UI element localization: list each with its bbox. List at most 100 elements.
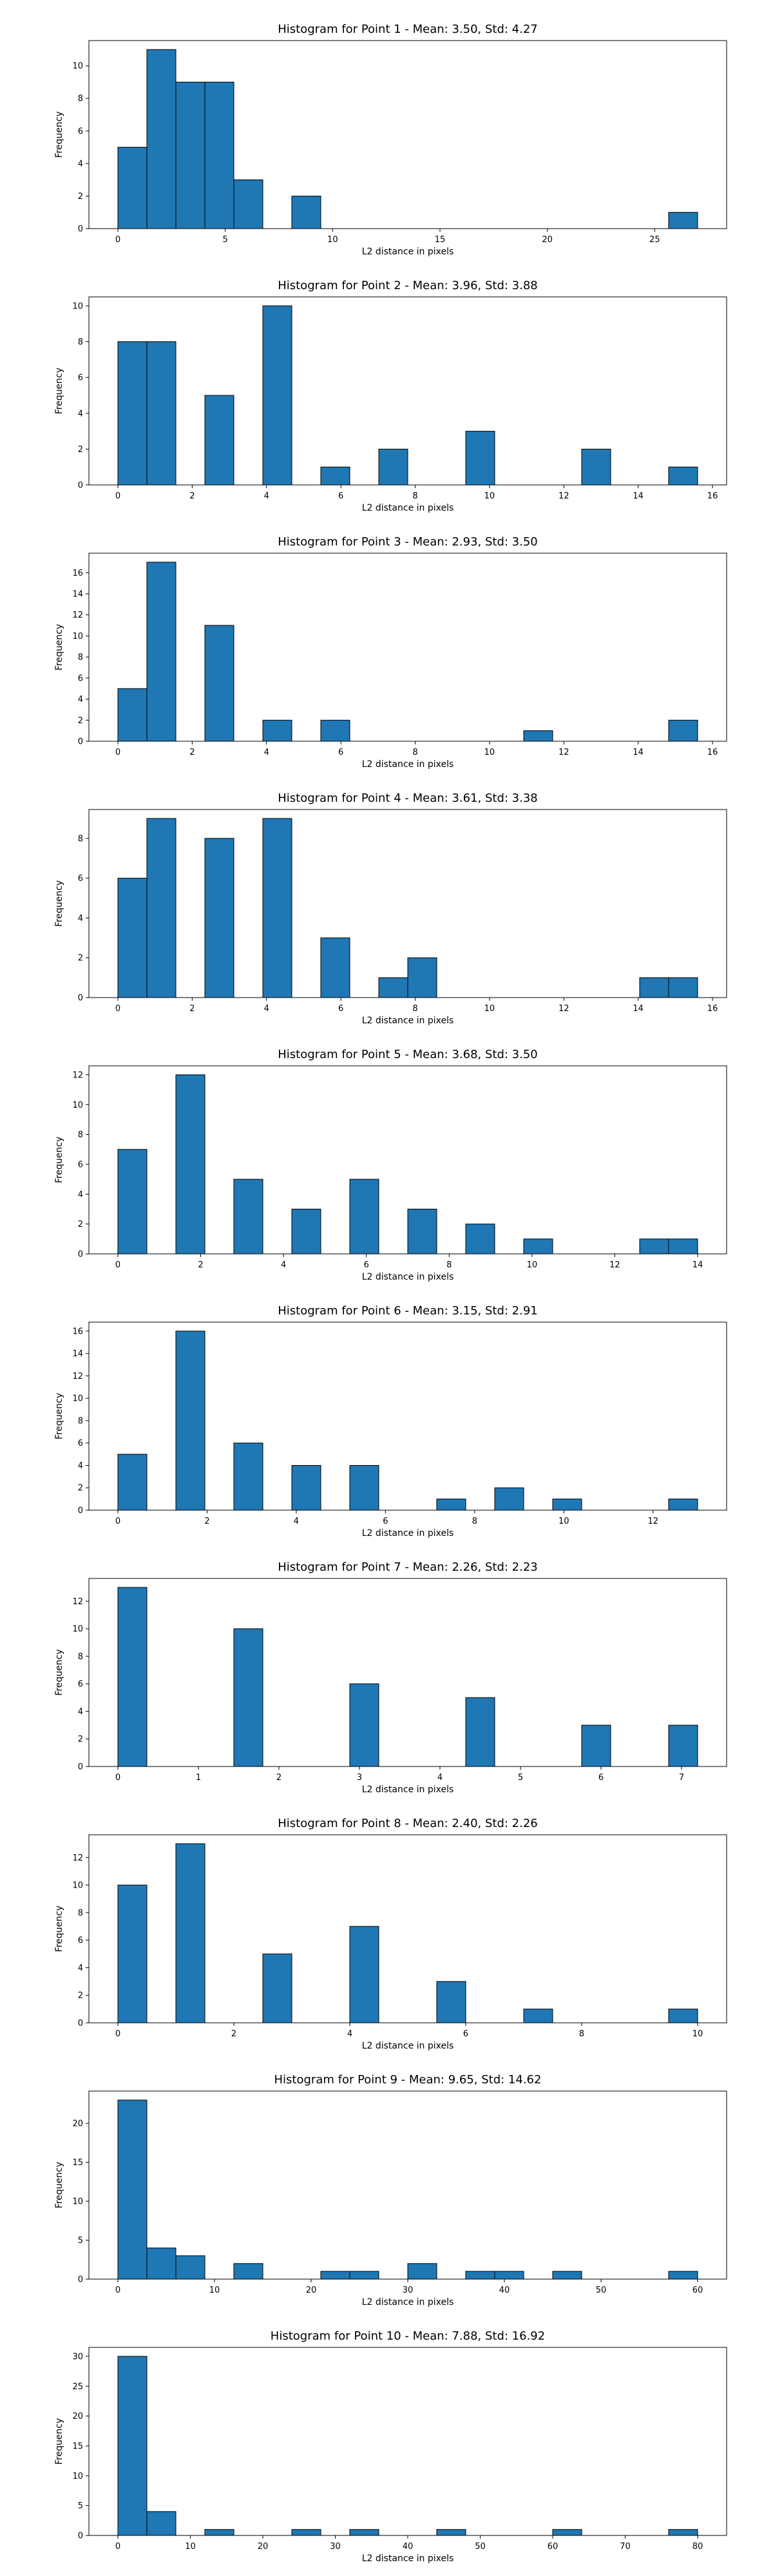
y-tick-label: 10 [72,1394,83,1404]
x-tick-label: 12 [558,491,569,501]
histogram-bar [204,2529,234,2536]
bars [117,1331,698,1511]
histogram-bar [117,1454,148,1511]
x-tick-label: 8 [579,2029,584,2039]
y-tick-label: 8 [78,1130,83,1140]
histogram-bar [436,1499,466,1511]
x-tick-label: 70 [620,2542,631,2552]
histogram-bar [117,878,148,998]
y-tick-label: 20 [72,2119,83,2129]
histogram-bar [668,1238,698,1255]
x-tick-label: 4 [264,748,269,757]
histogram-bar [436,2529,466,2536]
histogram-bar [146,562,177,742]
x-tick-label: 20 [306,2286,317,2295]
x-tick-label: 0 [115,748,120,757]
plot-frame [88,1065,727,1255]
x-tick-label: 2 [231,2029,236,2039]
histogram-bar [291,2529,321,2536]
x-tick-label: 10 [484,1004,495,1014]
histogram-bar [523,1238,553,1255]
y-tick-label: 12 [72,611,83,620]
bars [117,818,698,998]
histogram-bar [349,1683,379,1767]
x-tick-label: 4 [437,1773,443,1783]
chart-title: Histogram for Point 8 - Mean: 2.40, Std:… [278,1817,538,1830]
x-tick-label: 14 [633,748,644,757]
y-tick-label: 6 [78,874,83,884]
chart-title: Histogram for Point 9 - Mean: 9.65, Std:… [274,2073,542,2087]
histogram-bar [378,977,408,998]
x-tick-label: 12 [558,1004,569,1014]
x-tick-label: 80 [692,2542,703,2552]
y-tick-label: 0 [78,2532,83,2541]
x-tick-label: 4 [347,2029,352,2039]
y-tick-label: 0 [78,1763,83,1772]
chart-title: Histogram for Point 1 - Mean: 3.50, Std:… [278,23,538,36]
y-tick-label: 8 [78,337,83,347]
y-axis-label: Frequency [54,111,64,158]
x-tick-label: 0 [115,1004,120,1014]
histogram-bar [320,466,350,486]
histogram-bar [175,2255,205,2280]
y-tick-label: 6 [78,1439,83,1448]
x-tick-label: 14 [633,1004,644,1014]
y-tick-label: 5 [78,2236,83,2246]
y-tick-label: 2 [78,1484,83,1493]
y-tick-label: 8 [78,834,83,844]
histogram-bar [552,1499,582,1511]
y-axis-label: Frequency [54,1906,64,1952]
histogram-bar [262,1953,292,2023]
x-tick-label: 10 [209,2286,220,2295]
histogram-bar [320,937,350,998]
y-tick-label: 6 [78,1680,83,1689]
x-axis-label: L2 distance in pixels [362,1528,454,1538]
histogram-bar [668,719,698,742]
bars [117,562,698,742]
histogram-bar [204,81,234,229]
y-tick-label: 4 [78,159,83,169]
histogram-bar [349,1179,379,1255]
x-tick-label: 8 [412,1004,417,1014]
y-tick-label: 4 [78,1190,83,1200]
histogram-bar [349,2271,379,2280]
histogram-bar [117,688,148,742]
chart-title: Histogram for Point 3 - Mean: 2.93, Std:… [278,535,538,549]
histogram-bar [639,1238,669,1255]
bars [117,1587,698,1767]
x-tick-label: 40 [403,2542,414,2552]
histogram-bar [117,1884,148,2023]
histogram-bar [581,1725,611,1767]
x-tick-label: 2 [189,1004,195,1014]
y-tick-label: 16 [72,1327,83,1336]
histogram-bar [436,1981,466,2023]
x-tick-label: 0 [115,491,120,501]
histogram-bar [523,730,553,742]
histogram-bar [117,2356,148,2536]
histogram-chart-6: Histogram for Point 6 - Mean: 3.15, Std:… [54,1304,727,1538]
histogram-chart-10: Histogram for Point 10 - Mean: 7.88, Std… [54,2329,727,2563]
histogram-bar [291,1464,321,1511]
histogram-bar [204,395,234,486]
y-tick-label: 10 [72,632,83,641]
histogram-bar [465,1697,495,1767]
histogram-bar [668,212,698,229]
y-tick-label: 8 [78,1908,83,1918]
histogram-bar [175,1843,205,2023]
histogram-bar [523,2009,553,2023]
histogram-bar [175,1331,205,1511]
histogram-bar [349,1464,379,1511]
chart-title: Histogram for Point 2 - Mean: 3.96, Std:… [278,279,538,292]
x-tick-label: 8 [412,748,417,757]
bars [117,2356,698,2536]
histogram-bar [639,977,669,998]
x-tick-label: 4 [294,1517,299,1526]
x-tick-label: 1 [196,1773,201,1783]
histogram-bar [117,1587,148,1767]
histogram-bar [465,1224,495,1255]
histogram-bar [668,977,698,998]
x-tick-label: 0 [115,1260,120,1270]
y-tick-label: 2 [78,716,83,726]
y-tick-label: 14 [72,1349,83,1359]
